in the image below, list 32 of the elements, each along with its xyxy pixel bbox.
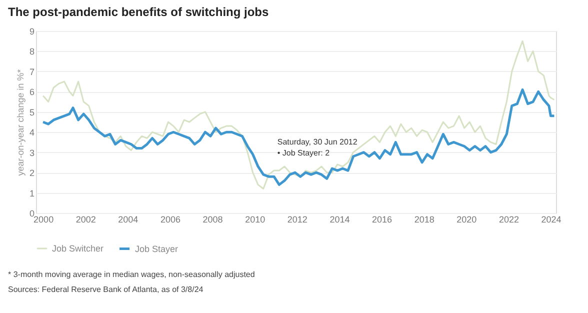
x-tick-label: 2014 xyxy=(330,214,350,224)
x-tick-label: 2004 xyxy=(118,214,138,224)
line-series xyxy=(42,88,556,186)
legend-label: Job Stayer xyxy=(135,244,178,254)
y-tick-label: 3 xyxy=(29,148,34,158)
y-tick-label: 1 xyxy=(29,188,34,198)
y-axis-title: year-on-year change in %* xyxy=(15,68,26,176)
source-note: Sources: Federal Reserve Bank of Atlanta, as of 3/8/24 xyxy=(8,285,204,294)
y-tick-label: 4 xyxy=(29,128,34,138)
x-tick-label: 2008 xyxy=(202,214,223,224)
y-tick-label: 0 xyxy=(29,208,34,218)
line-series xyxy=(42,40,555,190)
annotation: Saturday, 30 Jun 2012 • Job Stayer: 2 xyxy=(277,138,358,158)
x-tick-label: 2018 xyxy=(414,214,434,224)
y-tick-label: 5 xyxy=(29,107,34,118)
x-tick-label: 2010 xyxy=(245,214,266,224)
x-tick-label: 2024 xyxy=(541,214,562,224)
y-tick-label: 8 xyxy=(29,46,34,57)
y-tick-label: 9 xyxy=(29,26,34,36)
legend-label: Job Switcher xyxy=(52,244,104,254)
chart-title: The post-pandemic benefits of switching jobs xyxy=(8,5,270,19)
x-tick-label: 2002 xyxy=(76,214,96,224)
x-tick-label: 2012 xyxy=(287,214,308,224)
x-tick-label: 2006 xyxy=(160,214,181,224)
y-tick-label: 7 xyxy=(29,66,34,77)
x-tick-label: 2000 xyxy=(34,214,54,224)
y-tick-label: 6 xyxy=(29,87,34,98)
y-tick-label: 2 xyxy=(29,168,34,178)
x-tick-label: 2020 xyxy=(456,214,477,224)
x-tick-label: 2016 xyxy=(372,214,392,224)
x-tick-label: 2022 xyxy=(498,214,519,224)
text: * 3-month moving average in median wages, non-seasonally adjusted xyxy=(8,270,255,279)
